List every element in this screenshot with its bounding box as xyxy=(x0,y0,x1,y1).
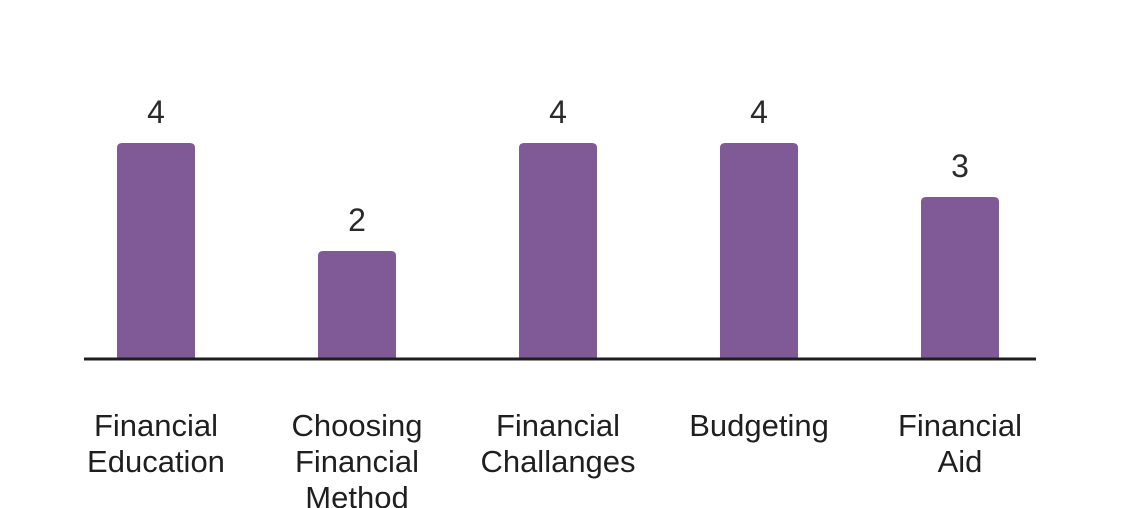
bar-4 xyxy=(921,197,999,359)
category-label-2-line-1: Challanges xyxy=(480,444,635,479)
value-label-4: 3 xyxy=(951,148,969,184)
bar-3 xyxy=(720,143,798,359)
value-label-1: 2 xyxy=(348,202,366,238)
category-label-1-line-2: Method xyxy=(305,480,408,508)
bar-1 xyxy=(318,251,396,359)
bar-2 xyxy=(519,143,597,359)
category-label-1-line-0: Choosing xyxy=(292,408,423,443)
value-label-0: 4 xyxy=(147,94,165,130)
category-label-1: Choosing Financial Method xyxy=(292,408,423,508)
value-labels-layer: 4 2 4 4 3 xyxy=(147,94,969,238)
category-label-3: Budgeting xyxy=(689,408,829,443)
category-label-0-line-0: Financial xyxy=(94,408,218,443)
category-label-1-line-1: Financial xyxy=(295,444,419,479)
category-label-0-line-1: Education xyxy=(87,444,225,479)
category-label-3-line-0: Budgeting xyxy=(689,408,829,443)
category-label-2-line-0: Financial xyxy=(496,408,620,443)
bars-layer xyxy=(117,143,999,359)
category-label-4: Financial Aid xyxy=(898,408,1022,479)
category-label-4-line-1: Aid xyxy=(938,444,983,479)
category-label-0: Financial Education xyxy=(87,408,225,479)
category-label-2: Financial Challanges xyxy=(480,408,635,479)
value-label-2: 4 xyxy=(549,94,567,130)
category-label-4-line-0: Financial xyxy=(898,408,1022,443)
value-label-3: 4 xyxy=(750,94,768,130)
bar-0 xyxy=(117,143,195,359)
